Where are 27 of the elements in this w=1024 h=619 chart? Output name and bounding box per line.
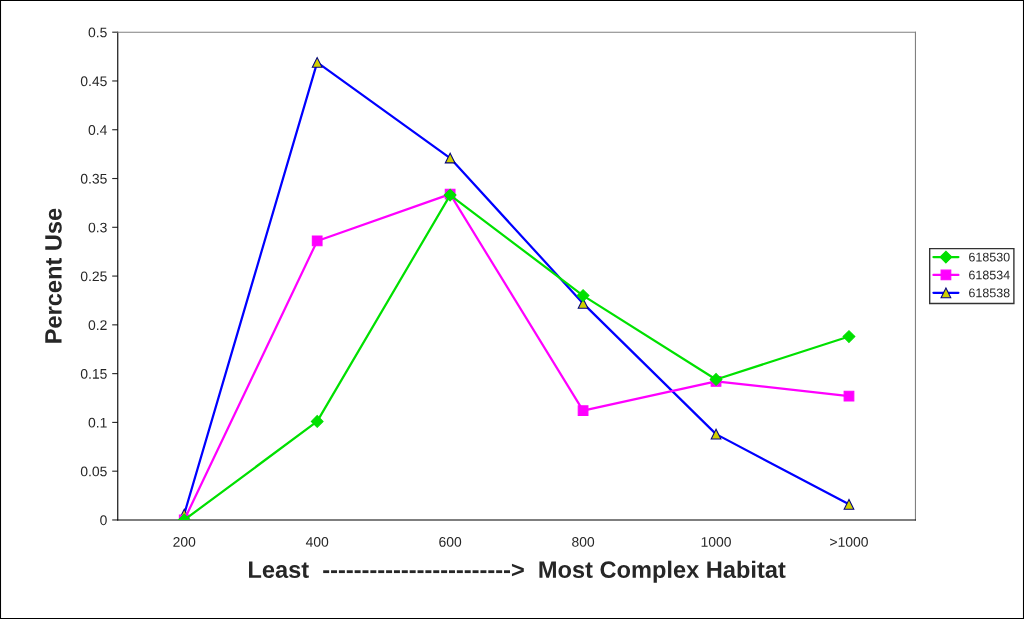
y-tick-label: 0.4 xyxy=(88,125,107,135)
y-tick-label: 0.05 xyxy=(80,466,107,477)
x-tick-label: 800 xyxy=(572,536,595,547)
point xyxy=(577,405,589,417)
legend-label: 618538 xyxy=(969,288,1010,298)
point xyxy=(842,330,856,343)
x-tick-label: >1000 xyxy=(830,536,868,547)
y-tick-label: 0.25 xyxy=(80,271,107,282)
point xyxy=(576,289,590,302)
x-tick-label: 400 xyxy=(305,536,329,547)
point xyxy=(311,235,323,247)
legend-label: 618530 xyxy=(969,252,1010,262)
y-tick-label: 0.1 xyxy=(88,417,107,428)
y-tick-label: 0.2 xyxy=(88,320,107,331)
y-tick-label: 0 xyxy=(100,515,107,526)
point xyxy=(310,415,324,428)
y-tick-label: 0.15 xyxy=(80,368,107,379)
x-tick-label: 1000 xyxy=(701,536,731,547)
y-tick-label: 0.45 xyxy=(80,76,107,87)
y-axis-title: Percent Use xyxy=(45,208,62,343)
y-tick-label: 0.3 xyxy=(88,222,107,233)
legend-label: 618534 xyxy=(969,270,1010,280)
y-tick-label: 0.5 xyxy=(88,27,107,38)
x-tick-label: 200 xyxy=(173,536,196,547)
x-axis-title: Least ------------------------> Most Complex Habitat xyxy=(249,560,786,583)
x-tick-label: 600 xyxy=(439,536,462,547)
y-tick-label: 0.35 xyxy=(80,173,107,184)
